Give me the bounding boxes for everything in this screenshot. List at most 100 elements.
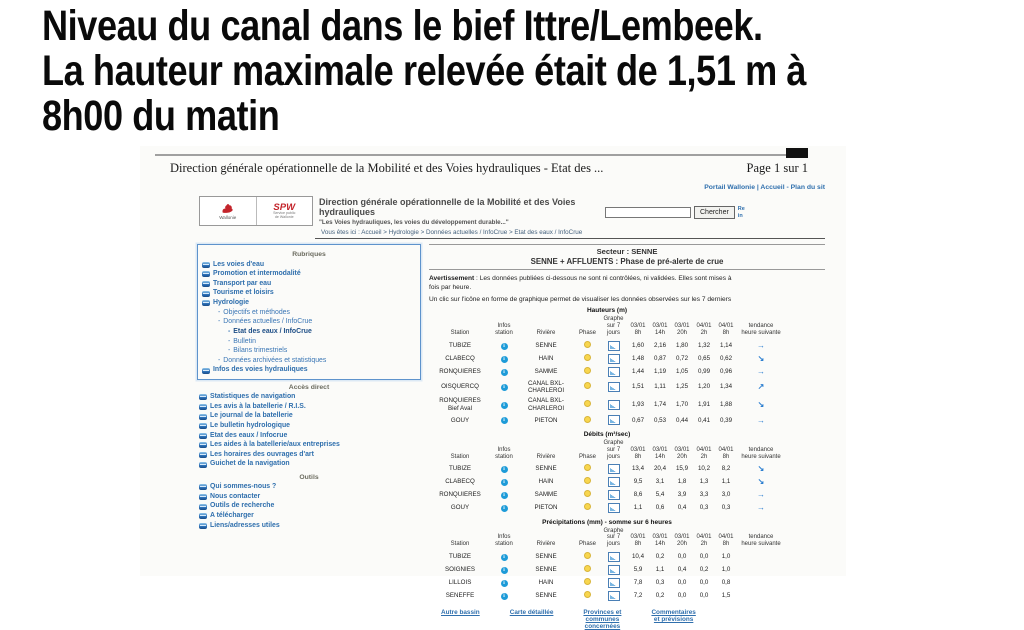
value-cell: 1,74 [653,401,667,409]
infos-cell: i [491,502,517,515]
info-icon[interactable]: i [500,592,508,600]
trend-arrow: → [757,340,765,350]
search-input[interactable] [605,207,691,218]
sidebar-link[interactable]: Les voies d'eau [202,260,416,270]
graph-icon[interactable] [607,551,620,562]
graph-icon[interactable] [607,340,620,351]
sidebar-link[interactable]: Nous contacter [199,492,419,502]
value-cell: 10,4 [631,552,645,560]
portal-links[interactable]: Portail Wallonie | Accueil - Plan du sit [704,184,825,191]
sidebar-link[interactable]: Infos des voies hydrauliques [202,366,416,376]
sidebar-link[interactable]: Statistiques de navigation [199,393,419,403]
graph-icon[interactable] [607,366,620,377]
column-header: 03/01 20h [674,534,690,548]
sidebar-link[interactable]: - Bulletin [202,337,416,347]
phase-indicator [584,490,591,498]
wallonie-label: Wallonie [219,214,237,220]
graph-icon[interactable] [607,464,620,475]
info-icon[interactable]: i [500,566,508,574]
sidebar-link[interactable]: A télécharger [199,511,419,521]
graph-icon[interactable] [607,577,620,588]
footer-link-3[interactable]: Provinces et communes concernées [583,609,622,630]
graph-icon[interactable] [607,353,620,364]
graph-icon[interactable] [607,564,620,575]
sidebar-link[interactable]: Guichet de la navigation [199,460,419,470]
info-icon[interactable]: i [500,417,508,425]
value-cell: 0,3 [721,504,731,512]
sidebar-link[interactable]: - Objectifs et méthodes [202,308,416,318]
bullet-icon [199,432,207,439]
value-cell: 0,62 [719,354,733,362]
search-button[interactable]: Chercher [694,206,735,219]
sidebar-link[interactable]: Le journal de la batellerie [199,412,419,422]
info-icon[interactable]: i [500,401,508,409]
infos-cell: i [491,463,517,476]
dash-marker: - [228,347,231,355]
footer-link-2[interactable]: Carte détaillée [509,609,554,617]
info-icon[interactable]: i [500,492,508,500]
sidebar-link-label: Les avis à la batellerie / R.I.S. [210,402,306,410]
value-cell: 0,2 [655,591,665,599]
sidebar-link-label: Les aides à la batellerie/aux entreprise… [210,441,340,449]
trend-arrow: ↗ [757,382,765,392]
column-header: 03/01 8h [630,534,646,548]
info-icon[interactable]: i [500,579,508,587]
sidebar-link-label: Les voies d'eau [213,260,265,268]
river-cell: CANAL BXL- CHARLEROI [527,397,565,412]
sidebar-link[interactable]: Les horaires des ouvrages d'art [199,450,419,460]
table-row: SENEFFE i SENNE 7,2 0,2 0,0 0,0 1,5 [429,589,785,602]
sidebar-link[interactable]: - Etat des eaux / InfoCrue [202,327,416,337]
graph-icon[interactable] [607,382,620,393]
info-icon[interactable]: i [500,342,508,350]
sidebar-link[interactable]: Tourisme et loisirs [202,289,416,299]
station-cell: GOUY [450,416,470,424]
graph-icon[interactable] [607,490,620,501]
dash-marker: - [218,356,221,364]
info-icon[interactable]: i [500,553,508,561]
info-icon[interactable]: i [500,384,508,392]
value-cell: 1,51 [631,383,645,391]
infos-cell: i [491,489,517,502]
graph-icon[interactable] [607,477,620,488]
sidebar-link[interactable]: - Bilans trimestriels [202,347,416,357]
sidebar-link[interactable]: - Données actuelles / InfoCrue [202,318,416,328]
graph-icon[interactable] [607,399,620,410]
sidebar-link[interactable]: Liens/adresses utiles [199,521,419,531]
rubriques-list: Les voies d'eau Promotion et intermodalit… [200,260,418,376]
info-icon[interactable]: i [500,355,508,363]
sidebar-link[interactable]: Hydrologie [202,299,416,309]
breadcrumb[interactable]: Vous êtes ici : Accueil > Hydrologie > D… [315,228,825,239]
value-cell: 8,2 [721,465,731,473]
info-icon[interactable]: i [500,505,508,513]
print-header-page: Page 1 sur 1 [746,161,808,175]
sidebar-link[interactable]: - Données archivées et statistiques [202,356,416,366]
info-icon[interactable]: i [500,466,508,474]
sidebar-link[interactable]: Les avis à la batellerie / R.I.S. [199,402,419,412]
site-heading: Direction générale opérationnelle de la … [319,197,619,226]
slide-title: Niveau du canal dans le bief Ittre/Lembe… [42,4,807,139]
graph-icon[interactable] [607,590,620,601]
table-row: TUBIZE i SENNE 1,60 2,16 1,80 1,32 1,14 → [429,339,785,352]
sidebar-link[interactable]: Le bulletin hydrologique [199,421,419,431]
info-icon[interactable]: i [500,368,508,376]
value-cell: 1,11 [654,383,666,391]
info-icon[interactable]: i [500,479,508,487]
sidebar-link[interactable]: Transport par eau [202,279,416,289]
sidebar-link[interactable]: Outils de recherche [199,502,419,512]
sidebar-link[interactable]: Qui sommes-nous ? [199,483,419,493]
footer-link-1[interactable]: Autre bassin [441,609,480,617]
value-cell: 1,48 [631,354,645,362]
footer-link-4[interactable]: Commentaires et prévisions [651,609,696,624]
trend-arrow: → [757,503,765,513]
phase-indicator [584,577,591,585]
value-cell: 1,44 [631,367,645,375]
sidebar-link[interactable]: Etat des eaux / Infocrue [199,431,419,441]
graph-icon[interactable] [607,415,620,426]
value-cell: 0,41 [697,416,711,424]
sidebar-link-label: Statistiques de navigation [210,393,296,400]
search-side-text: Re in [737,206,745,219]
graph-icon[interactable] [607,503,620,514]
sidebar-link-label: Les horaires des ouvrages d'art [210,450,314,458]
sidebar-link[interactable]: Promotion et intermodalité [202,270,416,280]
sidebar-link[interactable]: Les aides à la batellerie/aux entreprise… [199,441,419,451]
